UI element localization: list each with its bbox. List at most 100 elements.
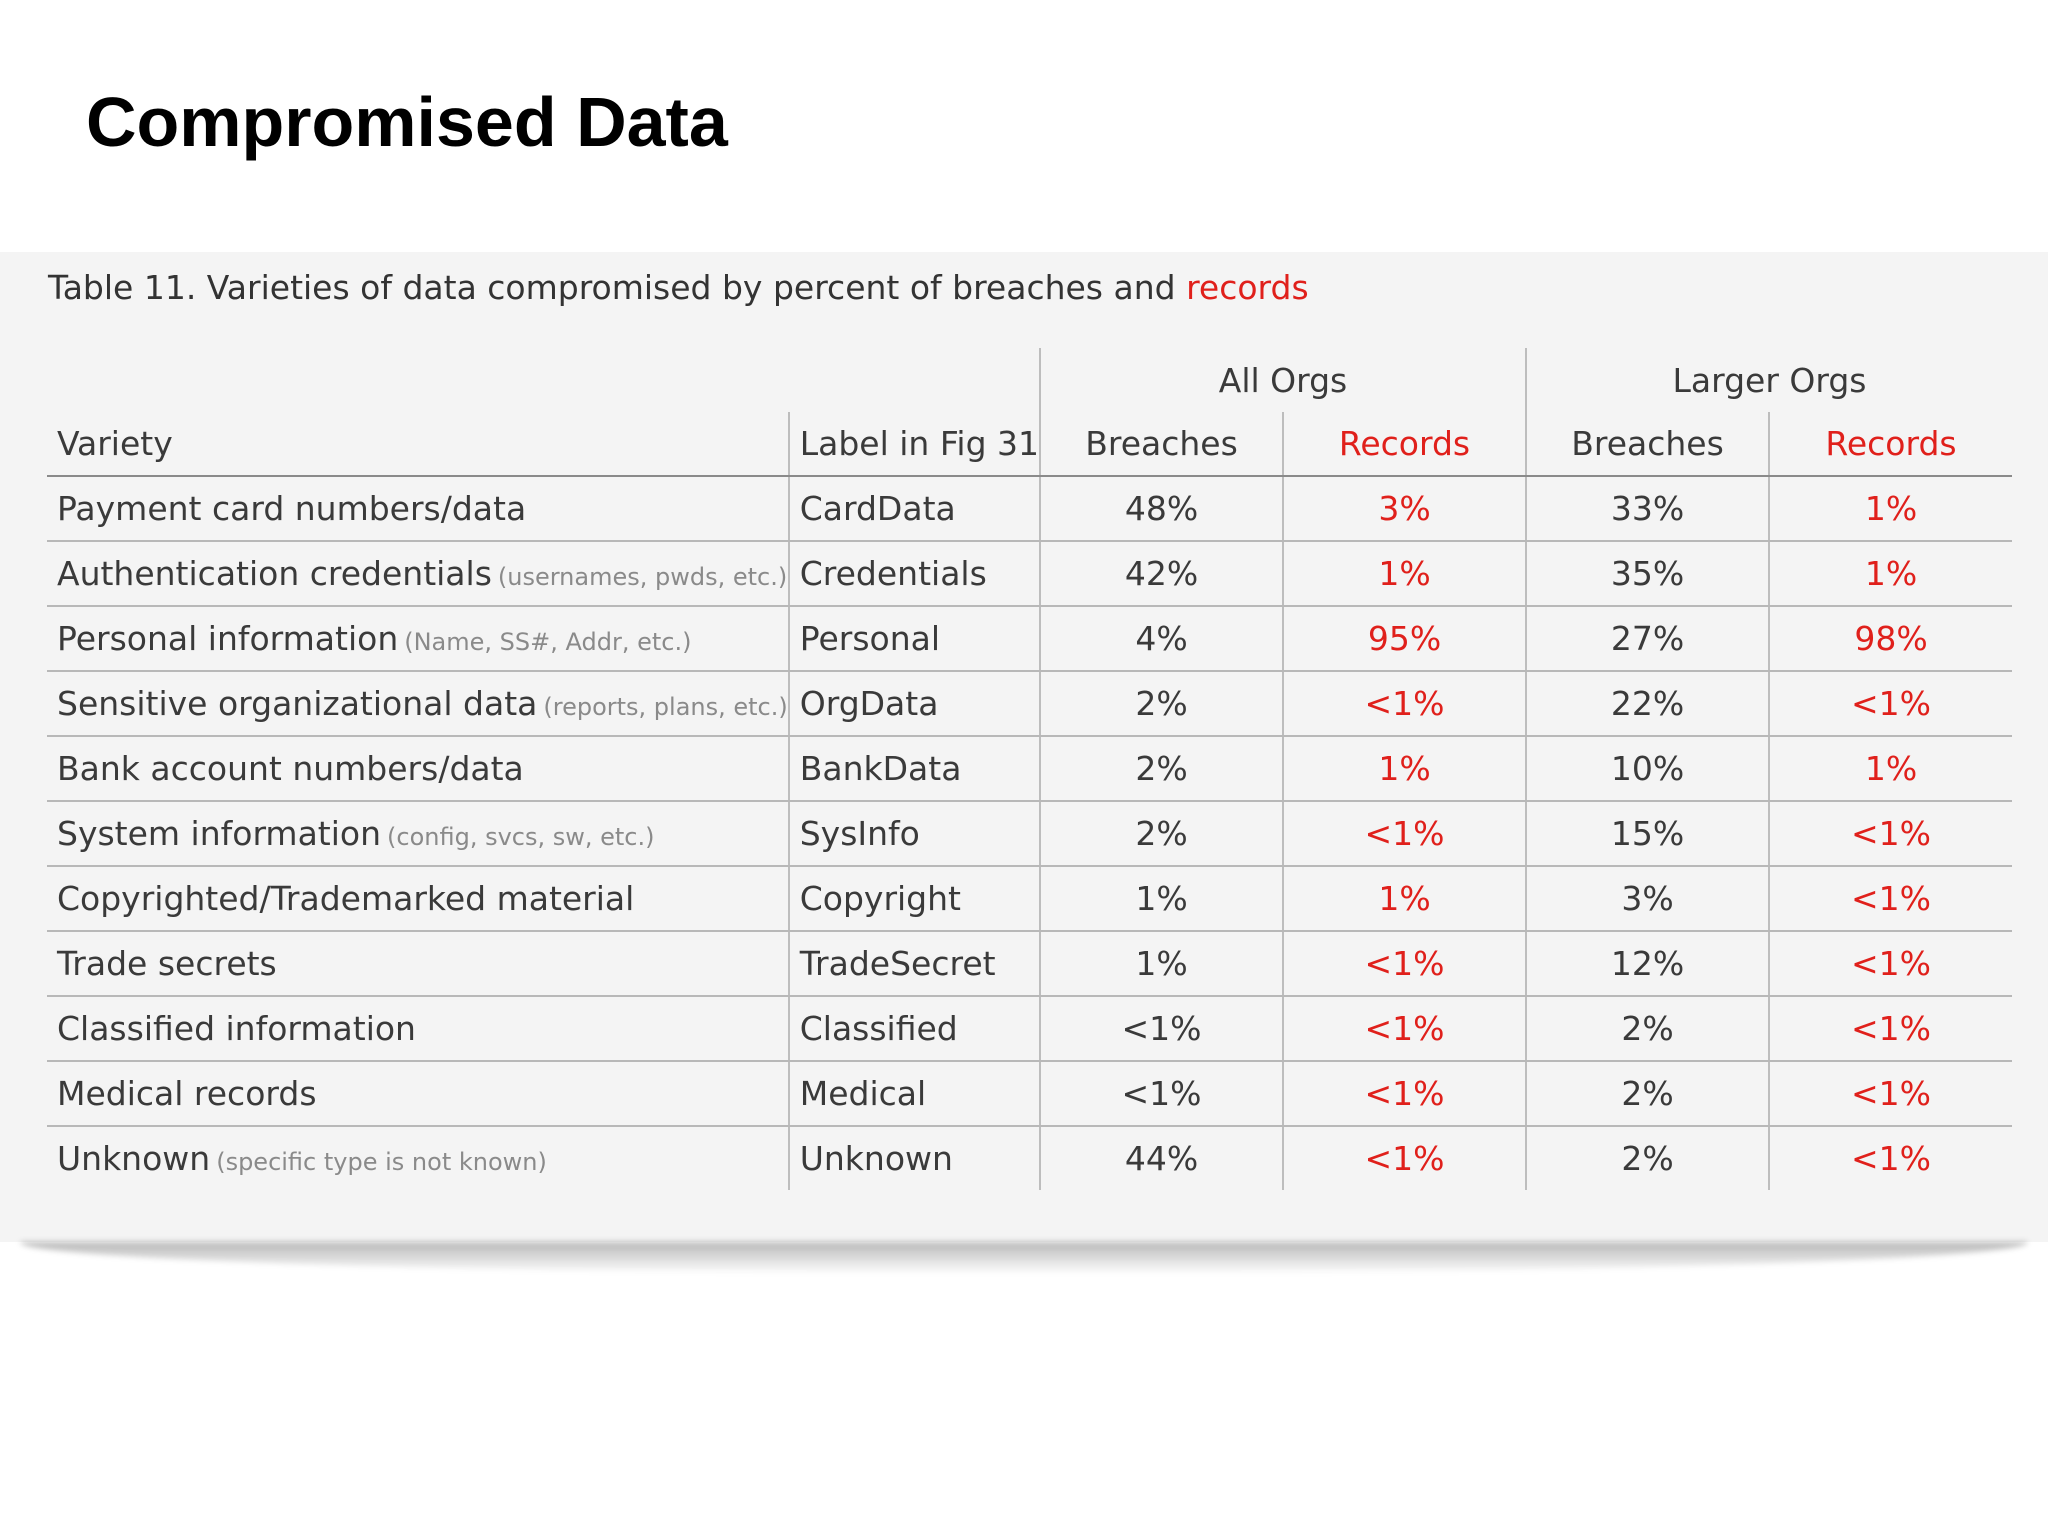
table-row: Unknown (specific type is not known) Unkn… xyxy=(47,1126,2013,1190)
all-records-cell: <1% xyxy=(1282,1126,1527,1190)
variety-note: (usernames, pwds, etc.) xyxy=(497,563,788,591)
table-row: Bank account numbers/data BankData 2% 1%… xyxy=(47,736,2013,802)
table-row: Classified information Classified <1% <1… xyxy=(47,996,2013,1062)
variety-name: Trade secrets xyxy=(57,944,277,983)
variety-cell: Unknown (specific type is not known) xyxy=(47,1126,789,1190)
variety-cell: Sensitive organizational data (reports, p… xyxy=(47,671,789,737)
variety-cell: Payment card numbers/data xyxy=(47,476,789,542)
column-header-all-breaches: Breaches xyxy=(1039,412,1284,477)
variety-name: Classified information xyxy=(57,1009,416,1048)
variety-note: (reports, plans, etc.) xyxy=(543,693,788,721)
column-header-variety: Variety xyxy=(47,412,789,477)
variety-cell: Personal information (Name, SS#, Addr, et… xyxy=(47,606,789,672)
larger-records-cell: 1% xyxy=(1768,541,2013,607)
all-breaches-cell: <1% xyxy=(1039,996,1284,1062)
label-cell: BankData xyxy=(787,736,1041,802)
variety-name: System information xyxy=(57,814,382,853)
variety-cell: Bank account numbers/data xyxy=(47,736,789,802)
table-row: Payment card numbers/data CardData 48% 3… xyxy=(47,476,2013,542)
larger-breaches-cell: 10% xyxy=(1525,736,1770,802)
variety-name: Copyrighted/Trademarked material xyxy=(57,879,635,918)
column-header-larger-breaches: Breaches xyxy=(1525,412,1770,477)
larger-breaches-cell: 27% xyxy=(1525,606,1770,672)
table-row: System information (config, svcs, sw, etc… xyxy=(47,801,2013,867)
table-caption: Table 11. Varieties of data compromised … xyxy=(48,268,1309,307)
all-breaches-cell: 2% xyxy=(1039,671,1284,737)
all-breaches-cell: 44% xyxy=(1039,1126,1284,1190)
larger-breaches-cell: 2% xyxy=(1525,1126,1770,1190)
column-header-row: Variety Label in Fig 31 Breaches Records… xyxy=(47,412,2013,477)
all-records-cell: 1% xyxy=(1282,541,1527,607)
label-cell: Copyright xyxy=(787,866,1041,932)
all-records-cell: 95% xyxy=(1282,606,1527,672)
column-header-label: Label in Fig 31 xyxy=(787,412,1041,477)
group-header-all-orgs: All Orgs xyxy=(1039,348,1527,412)
table-body: Payment card numbers/data CardData 48% 3… xyxy=(47,476,2013,1190)
larger-breaches-cell: 22% xyxy=(1525,671,1770,737)
all-breaches-cell: 1% xyxy=(1039,931,1284,997)
larger-breaches-cell: 2% xyxy=(1525,1061,1770,1127)
table-caption-highlight: records xyxy=(1186,268,1309,307)
all-records-cell: 1% xyxy=(1282,866,1527,932)
larger-records-cell: 1% xyxy=(1768,736,2013,802)
larger-records-cell: 1% xyxy=(1768,476,2013,542)
variety-name: Authentication credentials xyxy=(57,554,492,593)
larger-breaches-cell: 33% xyxy=(1525,476,1770,542)
table-row: Authentication credentials (usernames, pw… xyxy=(47,541,2013,607)
table-row: Medical records Medical <1% <1% 2% <1% xyxy=(47,1061,2013,1127)
larger-records-cell: <1% xyxy=(1768,996,2013,1062)
variety-cell: Copyrighted/Trademarked material xyxy=(47,866,789,932)
larger-breaches-cell: 2% xyxy=(1525,996,1770,1062)
label-cell: SysInfo xyxy=(787,801,1041,867)
larger-records-cell: <1% xyxy=(1768,931,2013,997)
larger-records-cell: <1% xyxy=(1768,1126,2013,1190)
all-records-cell: 1% xyxy=(1282,736,1527,802)
variety-note: (config, svcs, sw, etc.) xyxy=(387,823,655,851)
all-breaches-cell: 4% xyxy=(1039,606,1284,672)
variety-name: Unknown xyxy=(57,1139,211,1178)
larger-records-cell: <1% xyxy=(1768,866,2013,932)
variety-name: Payment card numbers/data xyxy=(57,489,527,528)
all-records-cell: <1% xyxy=(1282,931,1527,997)
all-breaches-cell: <1% xyxy=(1039,1061,1284,1127)
larger-records-cell: <1% xyxy=(1768,671,2013,737)
variety-cell: Trade secrets xyxy=(47,931,789,997)
column-header-larger-records: Records xyxy=(1768,412,2013,477)
label-cell: Medical xyxy=(787,1061,1041,1127)
all-breaches-cell: 42% xyxy=(1039,541,1284,607)
slide-title: Compromised Data xyxy=(86,83,728,161)
table-row: Sensitive organizational data (reports, p… xyxy=(47,671,2013,737)
label-cell: TradeSecret xyxy=(787,931,1041,997)
label-cell: Unknown xyxy=(787,1126,1041,1190)
all-records-cell: <1% xyxy=(1282,996,1527,1062)
variety-name: Bank account numbers/data xyxy=(57,749,524,788)
group-header-larger-orgs: Larger Orgs xyxy=(1525,348,2013,412)
larger-breaches-cell: 15% xyxy=(1525,801,1770,867)
larger-breaches-cell: 3% xyxy=(1525,866,1770,932)
variety-note: (Name, SS#, Addr, etc.) xyxy=(404,628,692,656)
label-cell: CardData xyxy=(787,476,1041,542)
label-cell: Personal xyxy=(787,606,1041,672)
larger-records-cell: <1% xyxy=(1768,1061,2013,1127)
table-caption-prefix: Table 11. Varieties of data compromised … xyxy=(48,268,1187,307)
variety-name: Personal information xyxy=(57,619,399,658)
larger-breaches-cell: 35% xyxy=(1525,541,1770,607)
all-breaches-cell: 48% xyxy=(1039,476,1284,542)
larger-records-cell: 98% xyxy=(1768,606,2013,672)
data-table: All Orgs Larger Orgs Variety Label in Fi… xyxy=(47,348,2013,1190)
label-cell: Classified xyxy=(787,996,1041,1062)
panel-shadow xyxy=(20,1242,2028,1274)
column-header-all-records: Records xyxy=(1282,412,1527,477)
all-breaches-cell: 2% xyxy=(1039,736,1284,802)
variety-note: (specific type is not known) xyxy=(216,1148,547,1176)
variety-name: Medical records xyxy=(57,1074,317,1113)
variety-cell: Classified information xyxy=(47,996,789,1062)
variety-cell: Medical records xyxy=(47,1061,789,1127)
larger-breaches-cell: 12% xyxy=(1525,931,1770,997)
all-records-cell: <1% xyxy=(1282,801,1527,867)
variety-cell: System information (config, svcs, sw, etc… xyxy=(47,801,789,867)
all-records-cell: <1% xyxy=(1282,671,1527,737)
table-row: Copyrighted/Trademarked material Copyrig… xyxy=(47,866,2013,932)
group-header-row: All Orgs Larger Orgs xyxy=(47,348,2013,412)
all-records-cell: <1% xyxy=(1282,1061,1527,1127)
